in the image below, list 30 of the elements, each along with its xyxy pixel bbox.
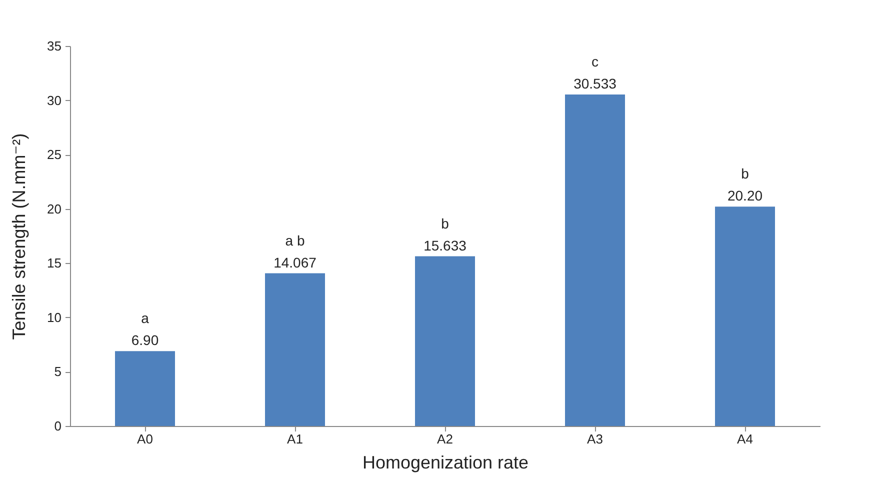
annotation: a xyxy=(141,310,150,326)
x-tick-label: A1 xyxy=(287,432,303,446)
annotation: b xyxy=(741,166,750,182)
bar xyxy=(265,273,325,426)
y-tick-label: 35 xyxy=(47,38,62,54)
data-label: 20.20 xyxy=(727,188,763,204)
bar xyxy=(565,94,625,426)
x-tick-label: A4 xyxy=(737,432,753,446)
y-tick-label: 20 xyxy=(47,201,62,216)
data-label: 30.533 xyxy=(574,76,617,92)
data-label: 14.067 xyxy=(274,254,317,270)
x-tick-label: A0 xyxy=(137,432,153,446)
y-tick-label: 5 xyxy=(54,364,62,380)
annotation: c xyxy=(592,54,598,70)
bar xyxy=(115,351,175,426)
y-tick-label: 30 xyxy=(47,92,62,108)
bar xyxy=(715,206,775,426)
y-tick-label: 15 xyxy=(47,256,62,271)
data-label: 6.90 xyxy=(131,332,159,348)
bar xyxy=(415,256,475,426)
y-tick-label: 10 xyxy=(47,310,62,325)
annotation: b xyxy=(441,215,450,232)
x-tick-label: A2 xyxy=(437,432,453,446)
y-tick-label: 0 xyxy=(54,418,62,434)
annotation: a b xyxy=(285,232,305,248)
x-axis-title: Homogenization rate xyxy=(362,452,529,472)
x-tick-label: A3 xyxy=(587,432,603,446)
data-label: 15.633 xyxy=(424,237,467,254)
y-tick-label: 25 xyxy=(47,147,62,162)
y-axis-title: Tensile strength (N.mm⁻²) xyxy=(9,133,30,340)
